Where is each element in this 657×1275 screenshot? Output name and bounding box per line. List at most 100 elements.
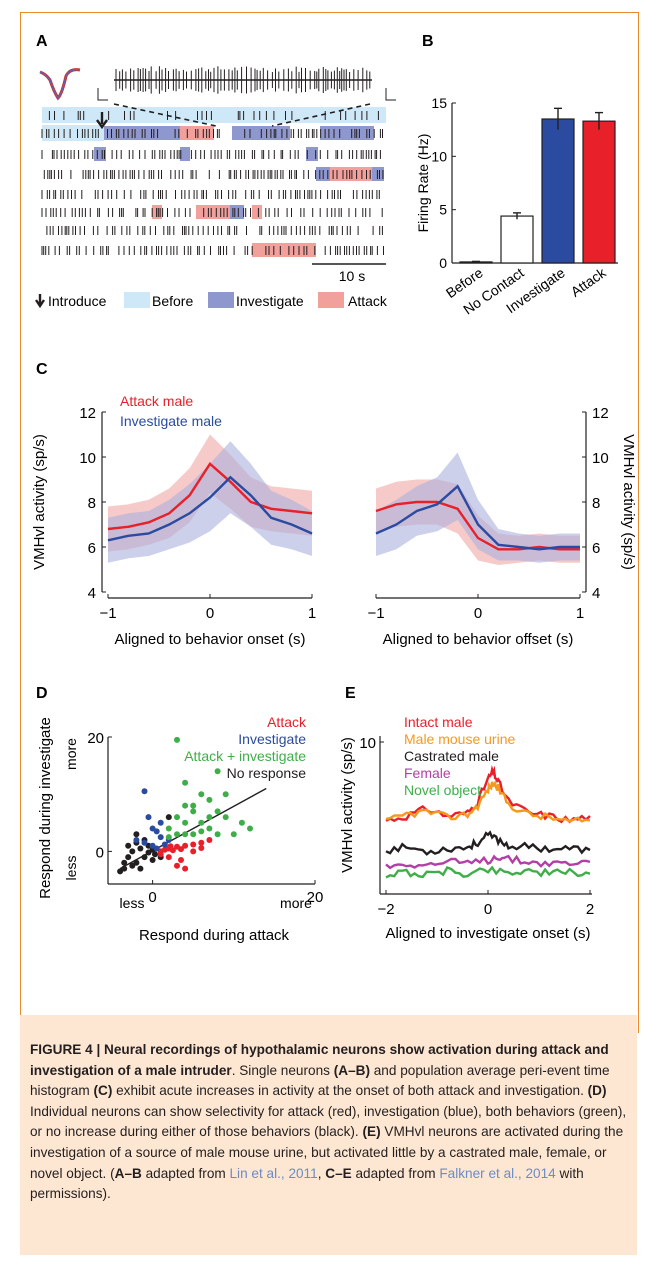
point-attack <box>167 843 174 850</box>
series-line-investigate-male <box>107 475 313 542</box>
investigate-region <box>230 205 244 219</box>
legend-novel-object: Novel object <box>404 782 481 798</box>
y-axis-label: Respond during investigate <box>37 717 54 899</box>
x-axis-label: Aligned to behavior onset (s) <box>115 631 306 648</box>
y-tick-label: 6 <box>592 540 600 557</box>
caption-text-6: adapted from <box>141 1165 230 1181</box>
point-no-response <box>133 831 140 838</box>
trace-spikes <box>115 66 371 94</box>
point-attack-investigate <box>174 831 180 838</box>
series-line-novel-object <box>385 865 591 879</box>
before-region <box>42 125 104 141</box>
attack-region <box>180 126 214 140</box>
legend-male-mouse-urine: Male mouse urine <box>404 731 515 747</box>
point-attack <box>178 846 184 853</box>
point-no-response <box>125 854 132 861</box>
x-more-label: more <box>280 895 312 911</box>
point-no-response <box>121 865 128 872</box>
point-attack-investigate <box>198 791 205 798</box>
figure-frame <box>20 12 639 1033</box>
point-no-response <box>137 845 144 852</box>
point-investigate <box>141 788 148 795</box>
point-attack-investigate <box>222 814 229 821</box>
point-attack-investigate <box>190 802 197 809</box>
point-no-response <box>149 857 156 863</box>
legend-attack-investigate: Attack + investigate <box>184 748 306 764</box>
raster-row-spikes <box>43 170 384 179</box>
legend-attack: Attack <box>267 714 307 730</box>
point-no-response <box>121 859 128 866</box>
point-attack-investigate <box>206 825 213 832</box>
point-attack-investigate <box>165 834 172 841</box>
before-region <box>42 107 386 123</box>
y-more-label: more <box>63 738 79 770</box>
down-arrow-icon <box>35 294 45 309</box>
citation-falkner-link[interactable]: Falkner et al., 2014 <box>439 1165 556 1181</box>
point-attack-investigate <box>182 802 189 809</box>
caption-text-8: adapted from <box>351 1165 440 1181</box>
point-attack-investigate <box>174 736 180 743</box>
panel-letter-b: B <box>422 33 434 50</box>
panel-letter-c: C <box>36 361 48 378</box>
panel-a-raster: 10 s Introduce Before Investigate Attack <box>35 66 396 309</box>
caption-ref-ab: (A–B) <box>333 1062 370 1078</box>
point-attack-investigate <box>198 819 205 826</box>
caption-ref-ce: C–E <box>325 1165 352 1181</box>
investigate-region <box>306 147 318 161</box>
legend-before-swatch <box>124 292 150 308</box>
point-investigate <box>157 834 164 841</box>
y-tick-label: 4 <box>88 585 96 602</box>
y-tick-label: 5 <box>439 202 447 218</box>
zoom-line-right <box>271 103 371 127</box>
point-no-response <box>165 814 172 821</box>
point-attack-investigate <box>182 831 189 838</box>
point-attack <box>165 854 172 861</box>
point-attack-investigate <box>182 819 189 826</box>
legend-attack: Attack <box>348 293 388 309</box>
caption-heading: FIGURE 4 | Neural recordings of hypothal… <box>30 1042 609 1078</box>
y-axis-label: VMHvl activity (sp/s) <box>31 434 48 570</box>
legend-attack-swatch <box>318 292 344 308</box>
point-no-response <box>152 851 158 858</box>
y-less-label: less <box>63 856 79 881</box>
raw-trace <box>114 66 372 94</box>
legend-investigate-male: Investigate male <box>120 413 222 429</box>
point-investigate <box>161 841 168 848</box>
legend-female: Female <box>404 765 451 781</box>
x-tick-label: 2 <box>586 901 594 918</box>
bar-attack <box>582 120 616 264</box>
legend-introduce: Introduce <box>48 293 107 309</box>
x-tick-label-attack: Attack <box>568 264 610 300</box>
legend-investigate: Investigate <box>236 293 304 309</box>
raster-row-spikes <box>41 150 381 159</box>
y-tick-label: 10 <box>592 450 609 467</box>
raster-rows <box>41 107 386 257</box>
x-axis-label: Aligned to behavior offset (s) <box>383 631 574 648</box>
citation-lin-link[interactable]: Lin et al., 2011 <box>229 1165 318 1181</box>
y-axis-label: VMHvl activity (sp/s) <box>620 434 637 570</box>
point-attack <box>174 862 180 869</box>
point-attack-investigate <box>198 828 205 835</box>
caption-text-3: exhibit acute increases in activity at t… <box>112 1083 588 1099</box>
caption-text-5: VMHvl neurons are activated during the i… <box>30 1124 624 1181</box>
attack-region <box>252 205 262 219</box>
caption-ref-d: (D) <box>587 1083 607 1099</box>
caption-ref-e: (E) <box>362 1124 381 1140</box>
series-line-investigate-male <box>375 484 580 551</box>
point-attack-investigate <box>238 819 245 826</box>
raster-row-spikes <box>41 190 380 199</box>
legend-castrated-male: Castrated male <box>404 748 499 764</box>
point-attack <box>157 851 164 858</box>
attack-region <box>196 205 230 219</box>
y-tick-label: 10 <box>79 450 96 467</box>
caption-text-9: with permissions). <box>30 1165 584 1202</box>
series-line-attack-male <box>107 461 313 531</box>
point-no-response <box>125 842 132 849</box>
caption-text-7: , <box>317 1165 326 1181</box>
x-tick-label: 1 <box>308 605 316 622</box>
point-attack-investigate <box>182 779 189 786</box>
x-tick-label: −2 <box>377 901 394 918</box>
